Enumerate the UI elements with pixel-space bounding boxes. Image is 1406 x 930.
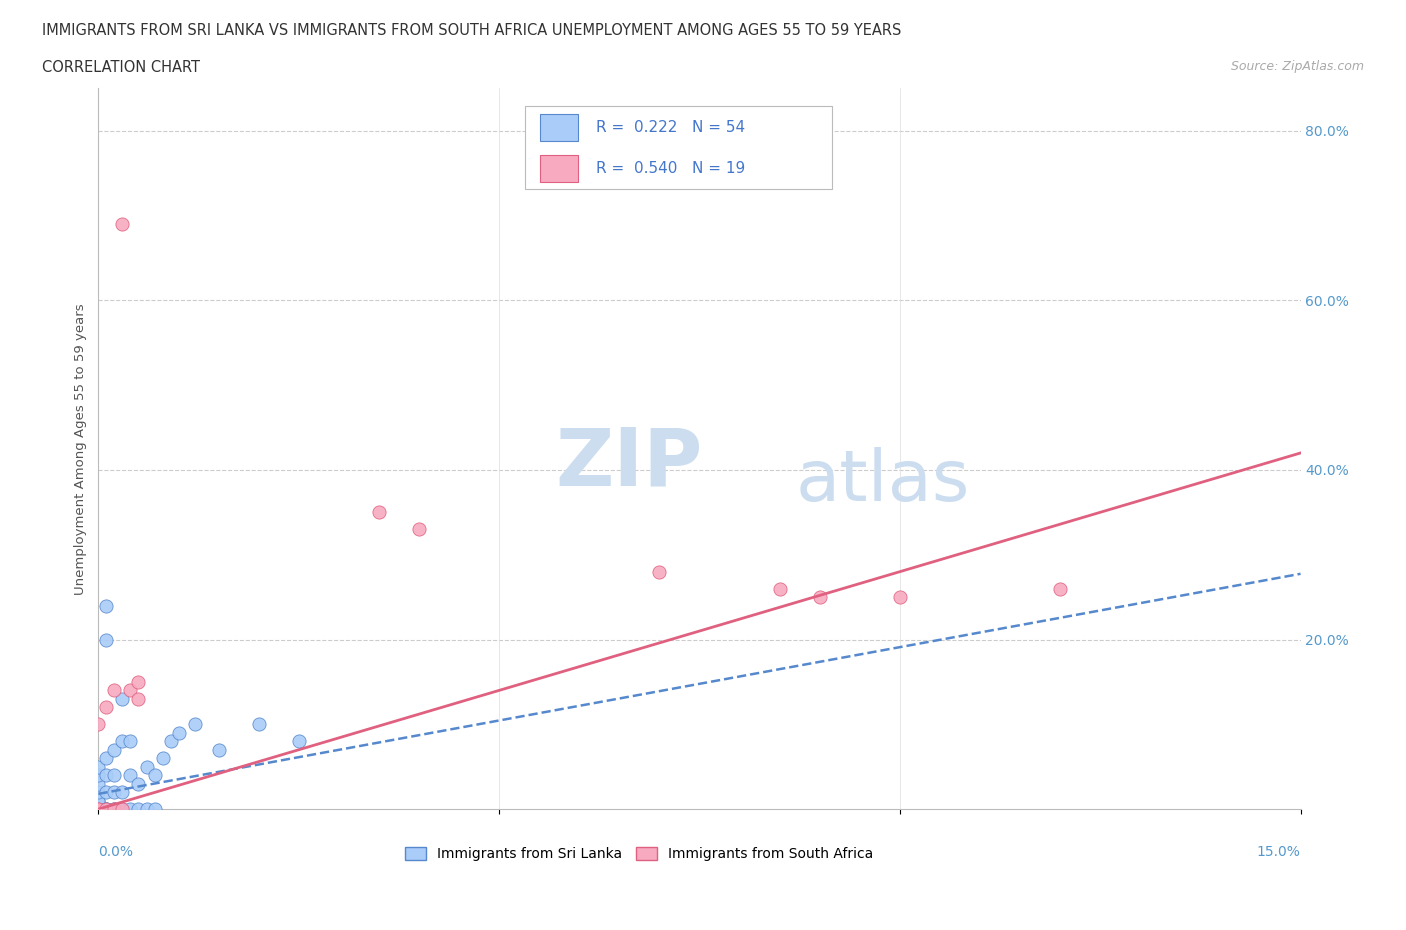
Point [87,793,110,808]
Point [103,802,125,817]
Point [87,802,110,817]
Point [111,802,134,817]
Point [103,768,125,783]
Point [87,802,110,817]
Point [128,777,150,791]
Point [120,734,142,749]
Point [183,717,205,732]
Text: 15.0%: 15.0% [1257,845,1301,859]
Point [87,802,110,817]
Point [111,785,134,800]
Point [143,768,166,783]
Text: atlas: atlas [796,446,970,515]
Legend: Immigrants from Sri Lanka, Immigrants from South Africa: Immigrants from Sri Lanka, Immigrants fr… [399,842,879,867]
Y-axis label: Unemployment Among Ages 55 to 59 years: Unemployment Among Ages 55 to 59 years [75,303,87,594]
Point [96,598,118,613]
Point [111,691,134,706]
Point [288,734,311,749]
Point [648,565,671,579]
Point [96,700,118,715]
Point [808,590,831,604]
Point [111,802,134,817]
Text: R =  0.222   N = 54: R = 0.222 N = 54 [596,120,745,135]
Point [87,802,110,817]
Point [87,802,110,817]
Text: Source: ZipAtlas.com: Source: ZipAtlas.com [1230,60,1364,73]
Point [769,581,792,596]
Point [135,759,157,774]
Point [96,632,118,647]
Point [247,717,270,732]
Point [135,802,157,817]
Point [87,802,110,817]
Point [87,802,110,817]
Point [96,802,118,817]
Point [120,768,142,783]
Point [87,802,110,817]
Point [96,802,118,817]
Point [159,734,181,749]
Point [103,683,125,698]
Point [128,802,150,817]
Point [368,505,391,520]
Text: R =  0.540   N = 19: R = 0.540 N = 19 [596,161,745,176]
Point [87,785,110,800]
Point [120,802,142,817]
Point [87,802,110,817]
Point [120,683,142,698]
Point [87,802,110,817]
Point [87,759,110,774]
Point [87,793,110,808]
Point [143,802,166,817]
FancyBboxPatch shape [526,106,832,190]
Point [103,802,125,817]
Point [889,590,911,604]
Text: CORRELATION CHART: CORRELATION CHART [42,60,200,75]
Point [96,751,118,765]
Point [96,802,118,817]
FancyBboxPatch shape [540,113,578,141]
Point [208,742,231,757]
Point [152,751,174,765]
Point [96,802,118,817]
Point [1049,581,1071,596]
Point [111,217,134,232]
Point [87,777,110,791]
Point [408,522,430,537]
Text: 0.0%: 0.0% [98,845,134,859]
Point [87,802,110,817]
Point [167,725,190,740]
Point [128,674,150,689]
Point [103,802,125,817]
Point [87,802,110,817]
Point [87,802,110,817]
Text: ZIP: ZIP [555,424,703,502]
Text: IMMIGRANTS FROM SRI LANKA VS IMMIGRANTS FROM SOUTH AFRICA UNEMPLOYMENT AMONG AGE: IMMIGRANTS FROM SRI LANKA VS IMMIGRANTS … [42,23,901,38]
FancyBboxPatch shape [540,154,578,182]
Point [87,802,110,817]
Point [128,691,150,706]
Point [87,802,110,817]
Point [96,785,118,800]
Point [96,768,118,783]
Point [111,734,134,749]
Point [87,717,110,732]
Point [87,802,110,817]
Point [103,742,125,757]
Point [87,768,110,783]
Point [103,785,125,800]
